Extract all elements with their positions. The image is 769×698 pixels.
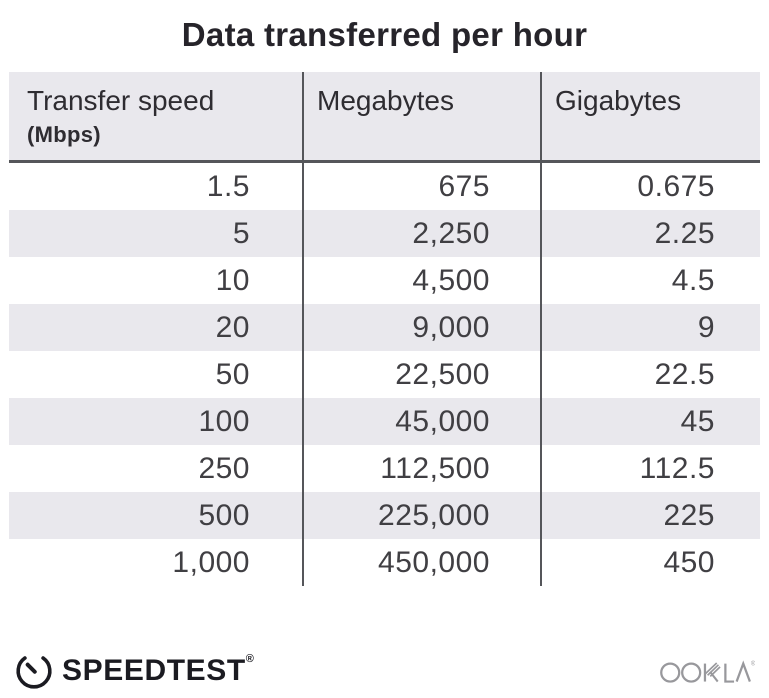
table-row: 1,000 450,000 450 <box>9 539 760 586</box>
table-cell: 500 <box>198 498 250 532</box>
table-cell: 112,500 <box>302 445 540 492</box>
table-row: 50 22,500 22.5 <box>9 351 760 398</box>
data-table: Transfer speed (Mbps) Megabytes Gigabyte… <box>9 72 760 586</box>
table-cell: 1,000 <box>172 545 250 579</box>
table-cell: 2,250 <box>302 210 540 257</box>
table-cell: 1.5 <box>206 169 250 203</box>
speedtest-gauge-icon <box>16 656 52 689</box>
table-cell: 675 <box>302 163 540 210</box>
table-cell: 450,000 <box>302 539 540 586</box>
table-cell: 225 <box>540 492 760 539</box>
ookla-registered-mark: ® <box>751 660 755 667</box>
table-body: 1.5 675 0.675 5 2,250 2.25 10 4,500 4.5 20 9,000 9 5… <box>9 163 760 586</box>
table-cell: 100 <box>198 404 250 438</box>
page-title: Data transferred per hour <box>181 16 588 53</box>
table-cell: 2.25 <box>540 210 760 257</box>
footer: SPEEDTEST® ® <box>15 652 756 690</box>
header-megabytes: Megabytes <box>302 72 540 160</box>
table-cell: 9 <box>540 304 760 351</box>
table-row: 100 45,000 45 <box>9 398 760 445</box>
header-transfer-speed: Transfer speed (Mbps) <box>9 72 302 160</box>
table-cell: 0.675 <box>540 163 760 210</box>
header-transfer-speed-label: Transfer speed <box>27 85 215 116</box>
speedtest-wordmark: SPEEDTEST® <box>62 653 255 687</box>
header-gigabytes-label: Gigabytes <box>555 85 682 116</box>
table-cell: 9,000 <box>302 304 540 351</box>
table-cell: 450 <box>540 539 760 586</box>
table-cell: 20 <box>215 310 250 344</box>
table-cell: 50 <box>215 357 250 391</box>
table-row: 250 112,500 112.5 <box>9 445 760 492</box>
ookla-wordmark-icon: ® <box>660 659 756 683</box>
speedtest-registered-mark: ® <box>245 653 255 665</box>
table-cell: 4,500 <box>302 257 540 304</box>
table-cell: 10 <box>215 263 250 297</box>
table-cell: 4.5 <box>540 257 760 304</box>
table-cell: 225,000 <box>302 492 540 539</box>
table-cell: 45,000 <box>302 398 540 445</box>
table-header-row: Transfer speed (Mbps) Megabytes Gigabyte… <box>9 72 760 163</box>
header-mbps-unit-label: (Mbps) <box>27 122 101 148</box>
table-row: 20 9,000 9 <box>9 304 760 351</box>
table-row: 500 225,000 225 <box>9 492 760 539</box>
header-megabytes-label: Megabytes <box>317 85 454 116</box>
table-row: 10 4,500 4.5 <box>9 257 760 304</box>
ookla-logo: ® <box>659 653 756 690</box>
table-row: 1.5 675 0.675 <box>9 163 760 210</box>
header-gigabytes: Gigabytes <box>540 72 760 160</box>
speedtest-wordmark-text: SPEEDTEST <box>62 654 246 687</box>
speedtest-logo: SPEEDTEST® <box>15 652 255 690</box>
table-cell: 250 <box>198 451 250 485</box>
table-cell: 112.5 <box>540 445 760 492</box>
table-cell: 22,500 <box>302 351 540 398</box>
table-cell: 5 <box>232 216 250 250</box>
table-cell: 45 <box>540 398 760 445</box>
table-cell: 22.5 <box>540 351 760 398</box>
table-row: 5 2,250 2.25 <box>9 210 760 257</box>
